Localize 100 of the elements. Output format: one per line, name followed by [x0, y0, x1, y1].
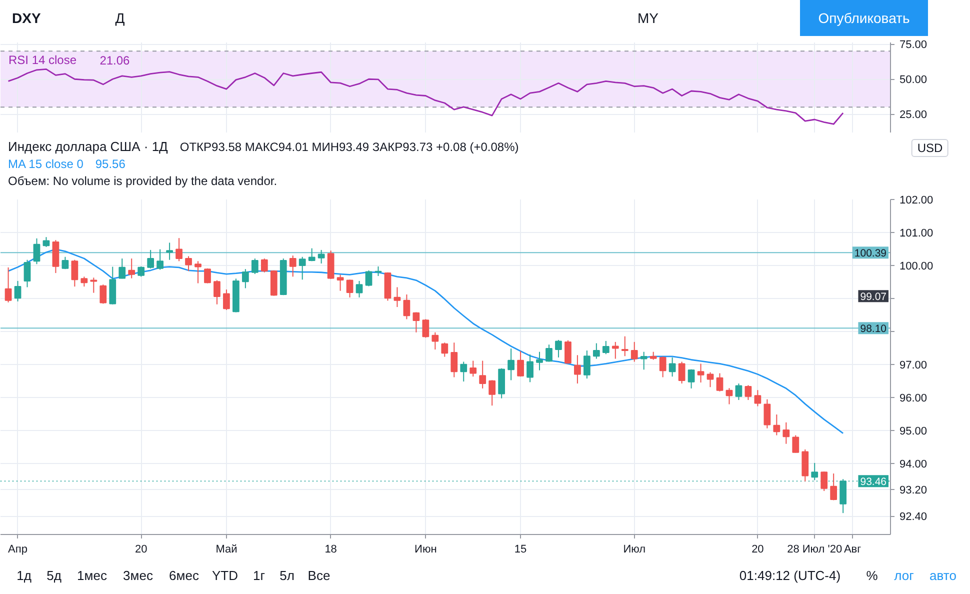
candlestick — [716, 372, 724, 392]
candlestick — [555, 339, 562, 358]
text: 3мес — [123, 568, 153, 583]
candlestick — [4, 266, 12, 303]
text: 5д — [46, 568, 62, 583]
candlestick — [394, 286, 401, 308]
candlestick — [668, 356, 676, 378]
candlestick — [450, 342, 458, 378]
x-tick-label: Июл — [623, 544, 646, 556]
text: Все — [308, 568, 330, 583]
candlestick — [792, 434, 800, 454]
candlestick — [621, 336, 628, 357]
candlestick — [470, 360, 477, 378]
candlestick — [811, 462, 818, 481]
ref-line-label: 98.10 — [860, 323, 887, 336]
candlestick — [242, 268, 249, 289]
candlestick — [138, 266, 145, 278]
candlestick — [308, 248, 316, 262]
candlestick — [365, 270, 372, 287]
candlestick — [336, 274, 344, 292]
text: MY — [638, 10, 658, 26]
candlestick — [185, 256, 192, 272]
y-tick-label: 101.00 — [900, 227, 934, 240]
candlestick — [42, 236, 50, 248]
x-tick-label: Авг — [844, 544, 862, 556]
candlestick — [630, 341, 638, 362]
series-label: RSI 14 close — [8, 53, 77, 67]
candlestick — [33, 238, 40, 265]
y-tick-label: 102.00 — [900, 194, 934, 206]
candlestick — [118, 258, 126, 280]
x-tick-label: 15 — [514, 544, 527, 556]
y-tick-label: 75.00 — [900, 39, 928, 52]
y-tick-label: 93.20 — [900, 484, 928, 497]
text: лог — [894, 568, 914, 583]
line-series — [8, 68, 844, 125]
candlestick — [128, 258, 136, 279]
candlestick — [298, 256, 306, 280]
text: 95.56 — [95, 157, 126, 171]
candlestick — [214, 280, 220, 305]
candlestick — [640, 351, 648, 370]
candlestick — [830, 473, 838, 501]
y-tick-label: 97.00 — [900, 359, 928, 372]
x-tick-label: 20 — [134, 544, 148, 556]
text: 1мес — [77, 568, 107, 583]
x-tick-label: Май — [216, 544, 238, 556]
candlestick — [479, 360, 486, 389]
y-tick-label: 96.00 — [900, 392, 928, 404]
candlestick — [659, 356, 666, 378]
candlestick — [204, 268, 211, 284]
candlestick — [251, 258, 258, 275]
y-tick-label: 25.00 — [900, 109, 928, 122]
candlestick — [90, 277, 98, 294]
text: YTD — [212, 568, 238, 583]
y-tick-label: 100.00 — [900, 260, 934, 272]
y-tick-label: 95.00 — [900, 425, 928, 438]
chart-title: Индекс доллара США · 1Д — [8, 139, 168, 154]
x-tick-label: Июн — [414, 544, 437, 556]
candlestick — [820, 471, 828, 492]
candlestick — [460, 361, 468, 382]
text: авто — [930, 568, 956, 583]
y-tick-label: 50.00 — [900, 74, 928, 86]
candlestick — [678, 361, 686, 384]
text: % — [866, 568, 878, 583]
candlestick — [773, 414, 780, 436]
candlestick — [584, 350, 590, 380]
candlestick — [260, 258, 268, 273]
candlestick — [574, 354, 581, 384]
candlestick — [744, 384, 752, 400]
candlestick — [62, 256, 69, 270]
x-tick-label: 20 — [752, 544, 764, 556]
candlestick — [318, 249, 325, 264]
text: 1г — [253, 568, 265, 583]
candlestick — [223, 289, 230, 310]
text: 6мес — [169, 568, 199, 583]
candlestick — [24, 259, 31, 288]
candlestick — [754, 390, 762, 407]
candlestick — [592, 342, 600, 360]
text: MA 15 close 0 — [8, 157, 84, 171]
candlestick — [14, 280, 22, 302]
ref-line-label: 100.39 — [854, 248, 887, 260]
candlestick — [289, 255, 296, 278]
candlestick — [194, 260, 202, 284]
candlestick — [441, 342, 448, 358]
candlestick — [546, 344, 552, 362]
candlestick — [403, 294, 410, 320]
candlestick — [412, 312, 420, 333]
text: Д — [115, 10, 125, 26]
text: Опубликовать — [818, 10, 910, 26]
candlestick — [80, 276, 88, 288]
candlestick — [782, 422, 790, 444]
y-tick-label: 92.40 — [900, 511, 928, 524]
candlestick — [840, 478, 847, 514]
candlestick — [100, 284, 107, 304]
candlestick — [517, 350, 524, 378]
candlestick — [432, 332, 439, 350]
candlestick — [526, 354, 534, 383]
annotation: 99.07 — [860, 291, 887, 304]
text: 1д — [16, 568, 32, 583]
candlestick — [726, 388, 733, 405]
candlestick — [176, 238, 182, 262]
